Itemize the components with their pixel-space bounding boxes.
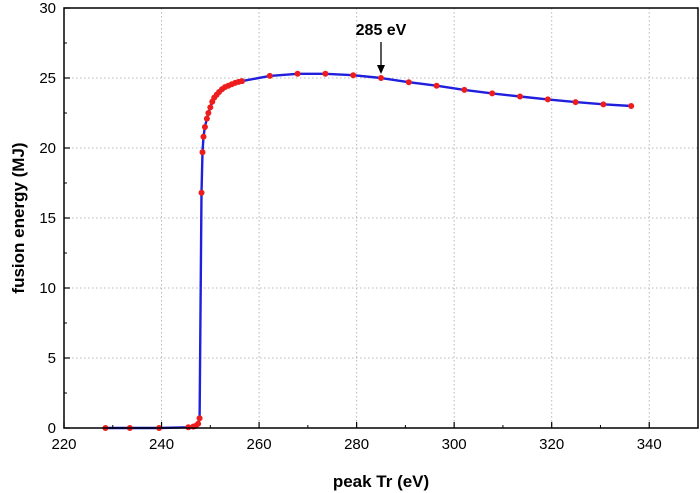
data-point: [600, 101, 607, 108]
data-point: [200, 133, 207, 140]
series-line: [105, 72, 632, 430]
data-point: [207, 104, 214, 111]
data-point: [572, 99, 579, 106]
y-tick-label: 10: [39, 280, 56, 297]
data-series: [102, 70, 635, 431]
x-tick-label: 320: [539, 436, 564, 453]
data-point: [239, 78, 246, 85]
data-point: [350, 72, 357, 79]
data-point: [195, 420, 202, 427]
x-tick-label: 300: [442, 436, 467, 453]
y-tick-label: 20: [39, 140, 56, 157]
data-point: [198, 189, 205, 196]
data-point: [199, 149, 206, 156]
x-tick-label: 280: [344, 436, 369, 453]
data-point: [205, 110, 212, 116]
x-tick-label: 260: [247, 436, 272, 453]
x-axis-title: peak Tr (eV): [333, 472, 429, 491]
annotation: 285 eV: [356, 22, 407, 74]
y-tick-label: 0: [48, 420, 56, 437]
y-axis-title: fusion energy (MJ): [9, 142, 28, 293]
data-point: [461, 86, 468, 93]
y-tick-label: 15: [39, 210, 56, 227]
data-point: [203, 115, 210, 122]
data-point: [433, 82, 440, 89]
grid-lines: [64, 8, 698, 428]
x-tick-label: 220: [51, 436, 76, 453]
data-point: [405, 79, 412, 86]
data-point: [544, 96, 551, 103]
annotation-arrow-head: [377, 65, 385, 74]
data-point: [294, 70, 301, 77]
y-tick-label: 5: [48, 350, 56, 367]
data-point: [628, 103, 635, 109]
x-tick-label: 340: [637, 436, 662, 453]
y-tick-label: 25: [39, 70, 56, 87]
axis-ticks: 220 240 260 280 300 320 340 0 5 10 15 20 25 30: [39, 0, 661, 453]
data-point: [266, 72, 273, 79]
data-point: [201, 124, 208, 130]
data-point: [378, 75, 384, 81]
x-tick-label: 240: [149, 436, 174, 453]
data-point: [196, 415, 203, 422]
data-point: [516, 93, 523, 100]
data-point: [322, 70, 329, 77]
annotation-label: 285 eV: [356, 22, 407, 39]
data-point: [489, 90, 496, 97]
y-tick-label: 30: [39, 0, 56, 17]
